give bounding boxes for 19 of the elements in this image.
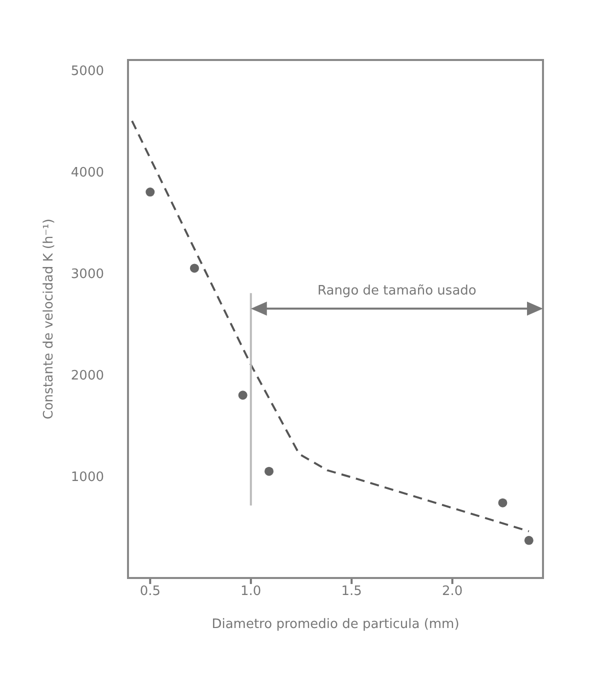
x-tick-label: 2.0 xyxy=(442,584,463,600)
y-tick-label: 3000 xyxy=(70,266,104,282)
point xyxy=(498,498,508,508)
point xyxy=(524,536,534,545)
y-tick-label: 1000 xyxy=(70,470,104,486)
y-tick-label: 2000 xyxy=(70,368,104,384)
annotation: Rango de tamaño usado xyxy=(318,284,476,299)
point xyxy=(238,390,248,400)
y-tick-label: 4000 xyxy=(70,165,104,180)
x-tick-label: 0.5 xyxy=(140,584,161,600)
y-axis-title: Constante de velocidad K (h⁻¹) xyxy=(42,218,57,420)
line-series xyxy=(131,120,530,532)
y-tick-label: 5000 xyxy=(70,64,104,79)
x-tick-label: 1.0 xyxy=(240,584,262,600)
point xyxy=(190,264,199,273)
point xyxy=(146,188,155,197)
x-tick-label: 1.5 xyxy=(341,584,362,600)
x-axis-title: Diametro promedio de particula (mm) xyxy=(212,617,460,632)
point xyxy=(264,466,274,476)
